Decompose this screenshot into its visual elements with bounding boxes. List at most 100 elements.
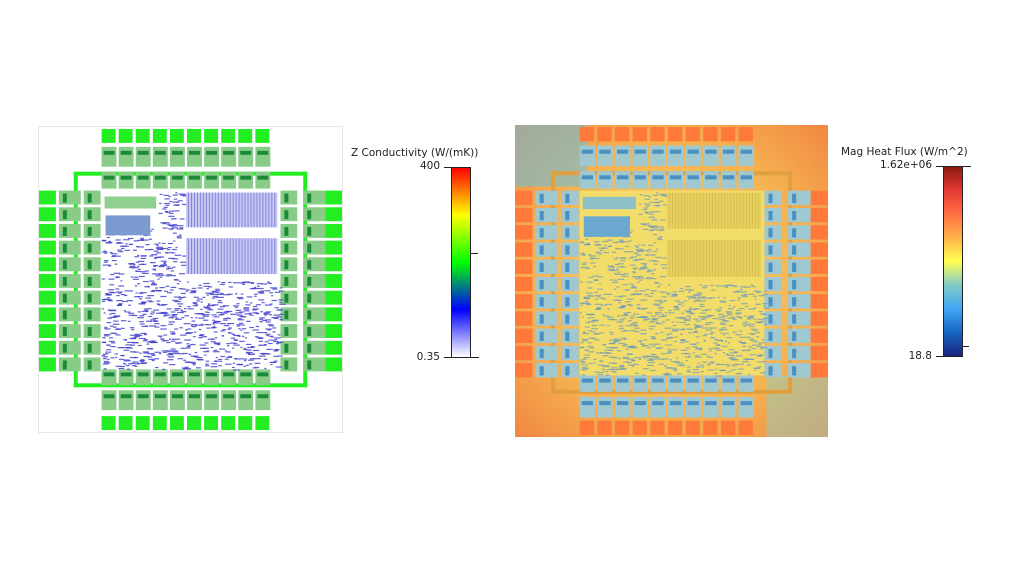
standard-cell [763, 323, 767, 325]
io-cell [764, 276, 782, 292]
standard-cell [258, 292, 265, 294]
standard-cell [221, 335, 225, 337]
io-pad [579, 420, 595, 435]
standard-cell [153, 265, 159, 267]
standard-cell [173, 279, 178, 281]
standard-cell [638, 358, 642, 360]
io-cell [303, 257, 326, 272]
io-cell [535, 276, 559, 292]
io-cell [83, 190, 101, 205]
standard-cell [116, 300, 123, 302]
standard-cell [654, 333, 659, 335]
standard-cell [132, 342, 139, 344]
standard-cell [228, 310, 233, 313]
standard-cell [273, 314, 281, 316]
standard-cell [118, 358, 124, 360]
macro-column [733, 239, 735, 277]
standard-cell [606, 369, 611, 371]
standard-cell [652, 228, 659, 230]
io-cell [787, 363, 811, 378]
io-cell [307, 360, 312, 370]
standard-cell [657, 316, 665, 318]
standard-cell [657, 307, 664, 309]
standard-cell [266, 334, 270, 337]
standard-cell [703, 316, 710, 318]
standard-cell [218, 365, 222, 367]
standard-cell [170, 316, 177, 318]
standard-cell [153, 257, 158, 259]
standard-cell [702, 361, 708, 363]
standard-cell [735, 313, 741, 315]
standard-cell [134, 357, 139, 359]
io-pad [39, 274, 56, 288]
standard-cell [130, 334, 137, 336]
macro-column [190, 192, 192, 228]
standard-cell [168, 257, 175, 260]
io-cell [669, 378, 682, 383]
standard-cell [197, 359, 204, 361]
macro-column [271, 238, 273, 275]
io-cell [187, 171, 202, 189]
standard-cell [156, 244, 159, 246]
standard-cell [173, 261, 178, 263]
standard-cell [723, 297, 727, 299]
standard-cell [654, 300, 659, 302]
standard-cell [673, 305, 679, 308]
standard-cell [723, 352, 726, 354]
standard-cell [232, 369, 240, 371]
standard-cell [222, 305, 230, 307]
io-cell [171, 394, 183, 399]
standard-cell [717, 363, 723, 366]
standard-cell [172, 252, 176, 254]
macro-column [724, 192, 726, 229]
standard-cell [712, 317, 719, 320]
standard-cell [690, 312, 693, 314]
io-cell [535, 225, 559, 240]
standard-cell [271, 299, 278, 302]
standard-cell [722, 334, 726, 336]
standard-cell [633, 272, 636, 274]
standard-cell [141, 325, 148, 328]
standard-cell [191, 320, 196, 322]
standard-cell [106, 349, 112, 351]
standard-cell [151, 228, 154, 230]
standard-cell [732, 291, 739, 293]
standard-cell [217, 302, 223, 304]
io-cell [62, 193, 67, 203]
standard-cell [622, 356, 629, 358]
macro-column [259, 238, 261, 275]
standard-cell [622, 357, 629, 360]
standard-cell [156, 300, 161, 302]
standard-cell [180, 334, 187, 336]
standard-cell [737, 290, 740, 292]
standard-cell [581, 252, 585, 254]
standard-cell [640, 262, 647, 265]
standard-cell [757, 366, 762, 368]
io-pad [325, 207, 342, 222]
standard-cell [603, 251, 610, 254]
io-cell [535, 294, 559, 309]
io-cell [189, 175, 200, 180]
standard-cell [725, 312, 733, 314]
io-cell [632, 171, 648, 189]
io-pad [515, 294, 533, 309]
standard-cell [127, 311, 131, 313]
standard-cell [660, 228, 665, 230]
io-cell [652, 149, 664, 154]
standard-cell [690, 296, 696, 298]
standard-cell [132, 267, 139, 269]
standard-cell [194, 356, 197, 358]
standard-cell [631, 230, 634, 232]
standard-cell [721, 363, 726, 366]
standard-cell [175, 246, 178, 249]
standard-cell [630, 346, 636, 349]
standard-cell [617, 271, 621, 273]
standard-cell [107, 317, 112, 319]
standard-cell [617, 315, 621, 317]
macro-column [220, 192, 222, 228]
standard-cell [256, 285, 260, 287]
standard-cell [614, 273, 621, 275]
standard-cell [639, 290, 646, 292]
standard-cell [692, 346, 698, 348]
io-cell [539, 228, 544, 238]
